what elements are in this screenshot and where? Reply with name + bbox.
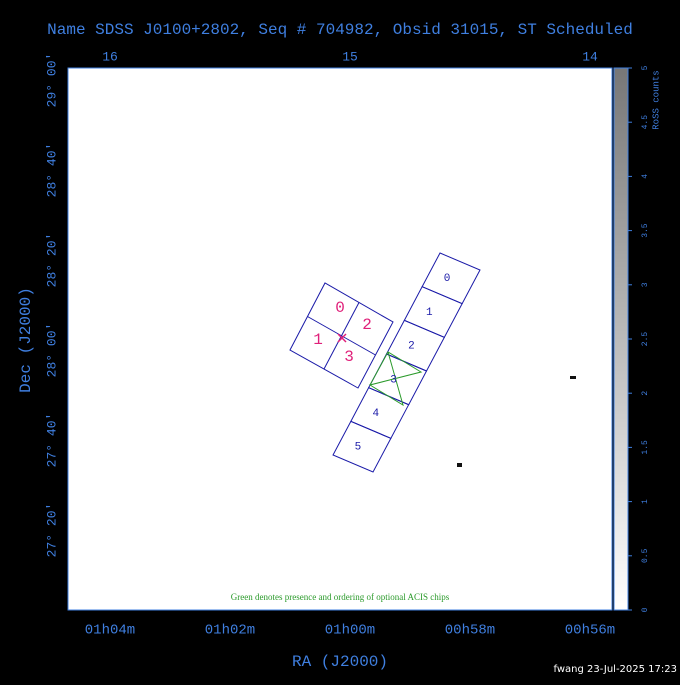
- colorbar-tick-label: 1.5: [641, 440, 650, 455]
- acis-s-label: 3: [390, 374, 397, 386]
- info-text: ZOFF = 0.0000': [277, 110, 403, 127]
- acis-i-label: 2: [362, 316, 372, 334]
- optional-chip: [368, 351, 423, 407]
- info-text: YOFF = 0.000': [95, 110, 212, 127]
- info-text: DEC = 28.040500: [277, 84, 412, 101]
- source: [457, 463, 462, 467]
- y-axis-label: Dec (J2000): [17, 287, 35, 393]
- colorbar-tick-label: 4.5: [641, 115, 650, 130]
- bottom-tick-label: 01h02m: [205, 623, 255, 639]
- info-text: ROLL = 119.1261: [458, 84, 593, 101]
- info-text: RA = 15.054250: [95, 84, 221, 101]
- title: Name SDSS J0100+2802, Seq # 704982, Obsi…: [47, 21, 633, 39]
- plot-frame: [67, 67, 613, 611]
- bottom-tick-label: 01h00m: [325, 623, 375, 639]
- left-tick-label: 28° 00': [44, 323, 59, 378]
- aimpoint: [337, 333, 347, 343]
- acis-i: [289, 282, 394, 389]
- left-tick-label: 28° 40': [44, 143, 59, 198]
- footer: fwang 23-Jul-2025 17:23: [553, 664, 677, 675]
- bottom-tick-label: 00h56m: [565, 623, 615, 639]
- colorbar-tick-label: 1: [641, 499, 650, 504]
- acis-i-label: 1: [313, 331, 323, 349]
- acis-s-chip: [332, 420, 392, 473]
- source: [570, 376, 576, 379]
- colorbar-tick-label: 3: [641, 282, 650, 287]
- acis-s-label: 0: [444, 273, 451, 285]
- acis-s: [332, 252, 481, 473]
- top-tick-label: 15: [342, 49, 358, 64]
- colorbar-tick-label: 3.5: [641, 223, 650, 238]
- colorbar-tick-label: 2.5: [641, 332, 650, 347]
- top-tick-label: 16: [102, 49, 118, 64]
- acis-i-label: 0: [335, 299, 345, 317]
- left-tick-label: 29° 00': [44, 53, 59, 108]
- colorbar: [613, 67, 629, 611]
- acis-s-label: 5: [355, 442, 362, 454]
- colorbar-tick-label: 5: [641, 65, 650, 70]
- info-text: ZSIM = 0 mm: [458, 110, 557, 127]
- acis-i-label: 3: [344, 348, 354, 366]
- note: Green denotes presence and ordering of o…: [231, 592, 450, 602]
- info-text: ACIS PB = WT00866024: [95, 137, 275, 154]
- colorbar-label: RoSS counts: [651, 70, 661, 129]
- left-tick-label: 27° 40': [44, 413, 59, 468]
- bottom-tick-label: 01h04m: [85, 623, 135, 639]
- left-tick-label: 28° 20': [44, 233, 59, 288]
- colorbar-tick-label: 4: [641, 174, 650, 179]
- colorbar-tick-label: 2: [641, 391, 650, 396]
- colorbar-tick-label: 0: [641, 607, 650, 612]
- acis-s-label: 4: [372, 408, 379, 420]
- acis-s-label: 1: [426, 307, 433, 319]
- colorbar-tick-label: 0.5: [641, 548, 650, 563]
- left-tick-label: 27° 20': [44, 503, 59, 558]
- x-axis-label: RA (J2000): [292, 653, 388, 671]
- top-tick-label: 14: [582, 49, 598, 64]
- bottom-tick-label: 00h58m: [445, 623, 495, 639]
- acis-s-label: 2: [408, 341, 415, 353]
